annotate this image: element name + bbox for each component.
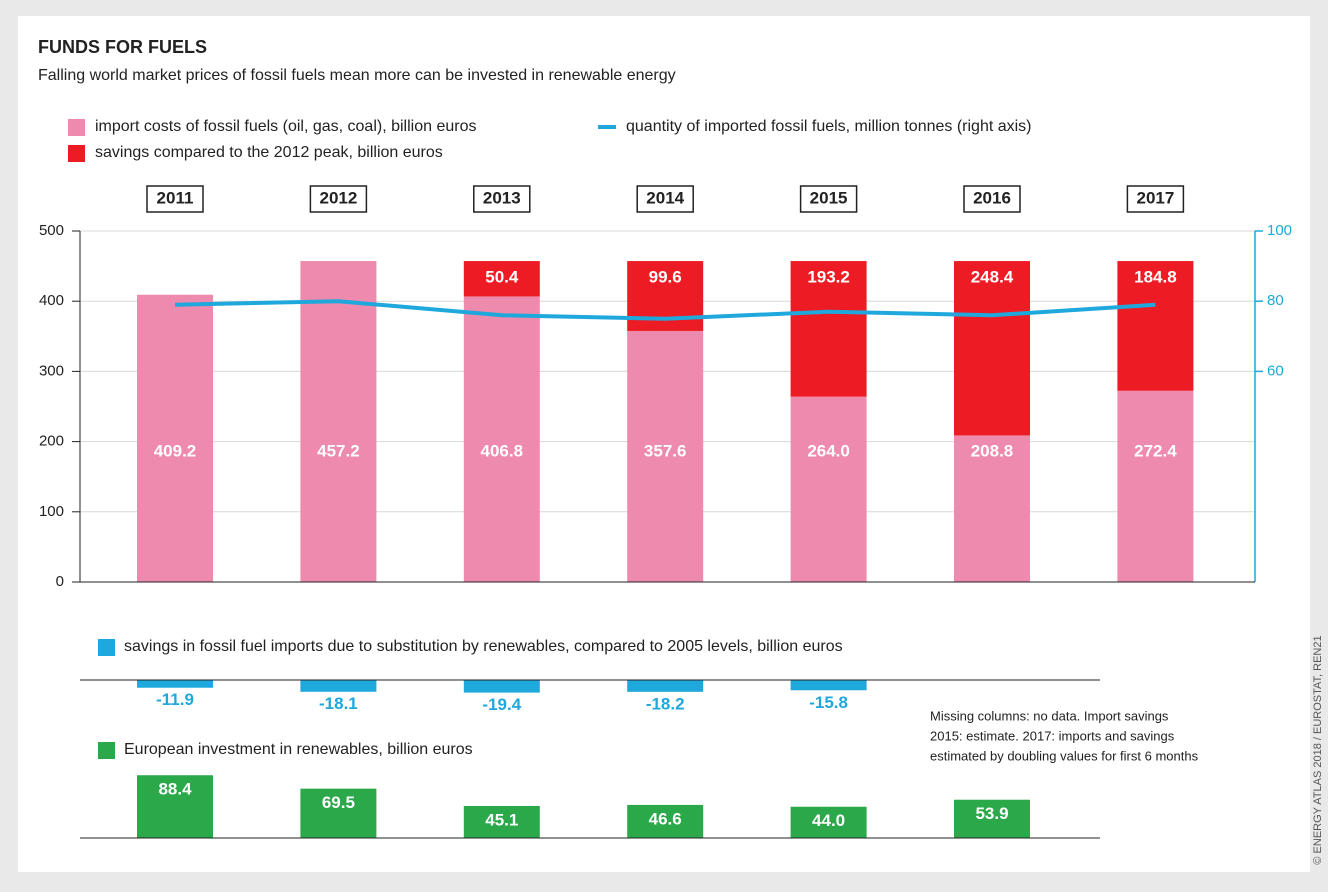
note: Missing columns: no data. Import savings xyxy=(930,708,1169,723)
bar xyxy=(790,396,867,582)
bar xyxy=(954,261,1030,436)
legend-swatch xyxy=(68,119,85,136)
value-label: 53.9 xyxy=(975,804,1008,823)
bar xyxy=(137,680,213,688)
bar xyxy=(463,296,540,582)
year-label: 2014 xyxy=(646,188,684,207)
line xyxy=(174,299,1156,321)
year-box xyxy=(146,185,204,213)
legend-swatch xyxy=(98,639,115,656)
bar xyxy=(463,680,540,693)
bar xyxy=(954,435,1030,582)
legend-label: savings in fossil fuel imports due to su… xyxy=(124,638,843,655)
bar xyxy=(790,680,867,691)
bar xyxy=(627,680,704,692)
year-label: 2011 xyxy=(157,188,194,207)
value-label: -15.8 xyxy=(809,693,848,712)
subtitle: Falling world market prices of fossil fu… xyxy=(38,67,676,84)
bar xyxy=(627,330,704,582)
value-label: 272.4 xyxy=(1134,441,1177,460)
value-label: 46.6 xyxy=(649,809,682,828)
bar xyxy=(790,806,867,838)
bar xyxy=(954,799,1030,838)
year-box xyxy=(309,185,368,213)
value-label: 45.1 xyxy=(485,810,518,829)
value-label: 264.0 xyxy=(807,441,850,460)
year-label: 2016 xyxy=(973,188,1011,207)
legend-swatch xyxy=(68,145,85,162)
legend-label: import costs of fossil fuels (oil, gas, … xyxy=(95,118,476,135)
value-label: 99.6 xyxy=(649,268,682,287)
y2-tick-label: 80 xyxy=(1267,292,1284,309)
year-box xyxy=(799,185,858,213)
value-label: 88.4 xyxy=(158,780,192,799)
y-tick-label: 0 xyxy=(56,573,64,590)
value-label: 208.8 xyxy=(971,441,1014,460)
bar xyxy=(463,261,540,297)
year-label: 2012 xyxy=(319,188,357,207)
value-label: 248.4 xyxy=(971,268,1014,287)
bar xyxy=(137,294,213,582)
year-label: 2015 xyxy=(810,188,848,207)
y2-tick-label: 100 xyxy=(1267,222,1292,239)
bar xyxy=(463,805,540,838)
bar xyxy=(627,804,704,838)
value-label: 50.4 xyxy=(485,268,519,287)
y2-tick-label: 60 xyxy=(1267,362,1284,379)
year-label: 2017 xyxy=(1136,188,1174,207)
year-box xyxy=(963,185,1021,213)
value-label: 357.6 xyxy=(644,441,687,460)
value-label: 457.2 xyxy=(317,441,360,460)
year-box xyxy=(473,185,531,213)
year-label: 2013 xyxy=(483,188,521,207)
legend-label: savings compared to the 2012 peak, billi… xyxy=(95,144,443,161)
note: 2015: estimate. 2017: imports and saving… xyxy=(930,728,1175,743)
value-label: 193.2 xyxy=(807,268,850,287)
value-label: -18.2 xyxy=(646,694,685,713)
y-tick-label: 200 xyxy=(39,433,64,450)
value-label: 409.2 xyxy=(154,441,197,460)
bar xyxy=(1117,261,1194,391)
y-tick-label: 100 xyxy=(39,503,64,520)
bar xyxy=(790,261,867,397)
bar xyxy=(137,775,213,838)
value-label: -11.9 xyxy=(156,690,194,709)
chart-title: FUNDS FOR FUELS xyxy=(38,37,207,57)
bar xyxy=(300,261,377,582)
credit: © ENERGY ATLAS 2018 / EUROSTAT, REN21 xyxy=(1312,635,1324,864)
value-label: 69.5 xyxy=(322,793,355,812)
y-tick-label: 300 xyxy=(39,362,64,379)
legend-label: quantity of imported fossil fuels, milli… xyxy=(626,118,1032,135)
value-label: 44.0 xyxy=(812,811,845,830)
value-label: -19.4 xyxy=(482,695,521,714)
note: estimated by doubling values for first 6… xyxy=(930,748,1199,763)
value-label: 184.8 xyxy=(1134,268,1177,287)
bar xyxy=(300,680,377,692)
y-tick-label: 400 xyxy=(39,292,64,309)
legend-swatch xyxy=(98,742,115,759)
value-label: -18.1 xyxy=(319,694,358,713)
y-tick-label: 500 xyxy=(39,222,64,239)
value-label: 406.8 xyxy=(481,441,524,460)
year-box xyxy=(636,185,694,213)
bar xyxy=(1117,390,1194,582)
legend-label: European investment in renewables, billi… xyxy=(124,741,473,758)
bar xyxy=(300,788,377,838)
year-box xyxy=(1126,185,1185,213)
